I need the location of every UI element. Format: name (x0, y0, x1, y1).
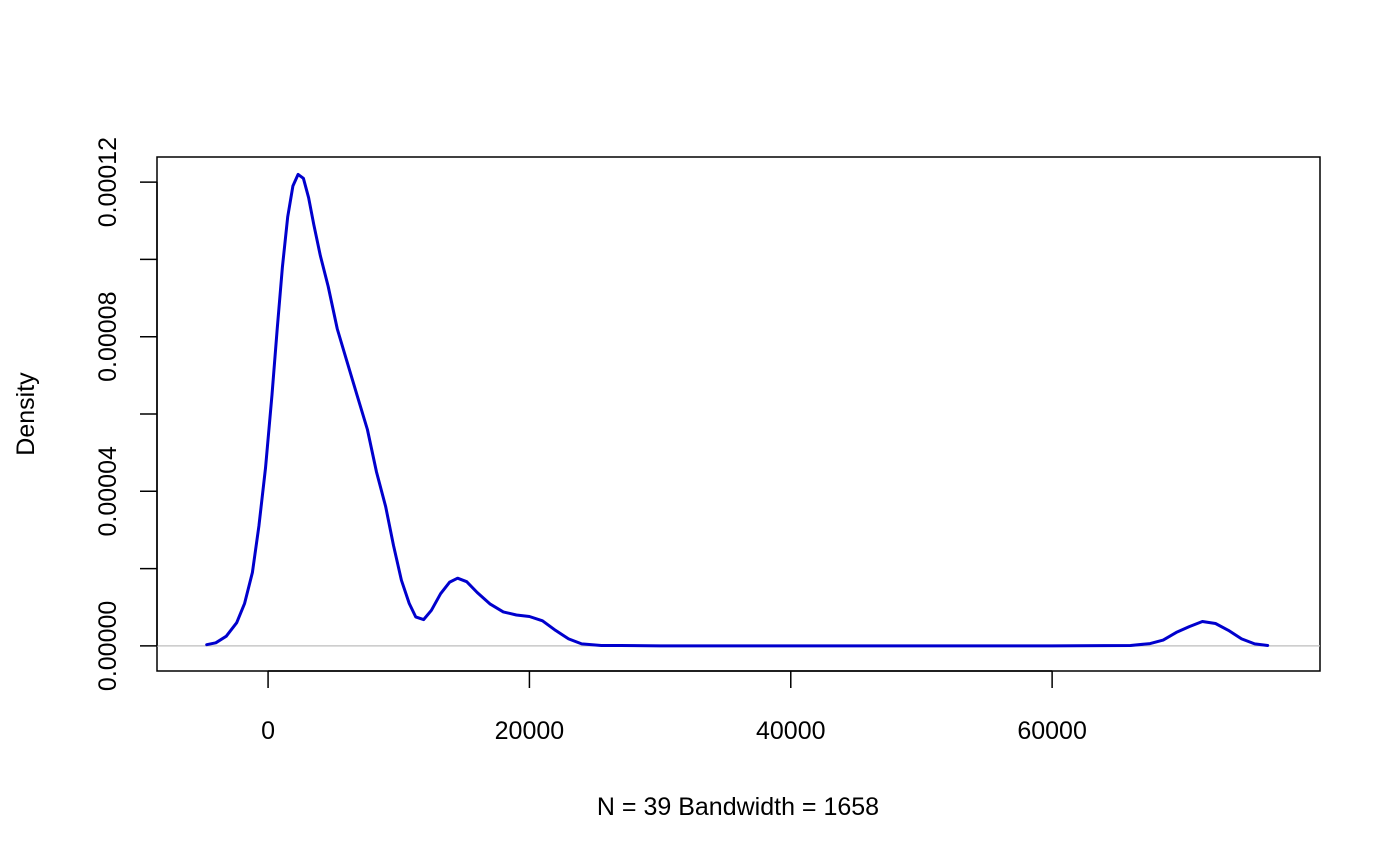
y-axis-title: Density (12, 372, 40, 456)
plot-frame (156, 156, 1321, 672)
x-tick-label: 0 (261, 717, 275, 745)
density-curve (205, 172, 1270, 648)
x-tick-label: 40000 (756, 717, 826, 745)
y-tick-label: 0.00004 (94, 446, 122, 536)
x-axis: 0 20000 40000 60000 (261, 670, 1087, 745)
y-tick-label: 0.00008 (94, 292, 122, 382)
x-tick-label: 60000 (1017, 717, 1087, 745)
y-tick-label: 0.00012 (94, 137, 122, 227)
x-tick-label: 20000 (495, 717, 565, 745)
y-axis: 0.00000 0.00004 0.00008 0.00012 (94, 137, 158, 691)
y-tick-label: 0.00000 (94, 601, 122, 691)
x-axis-title: N = 39 Bandwidth = 1658 (597, 793, 879, 821)
